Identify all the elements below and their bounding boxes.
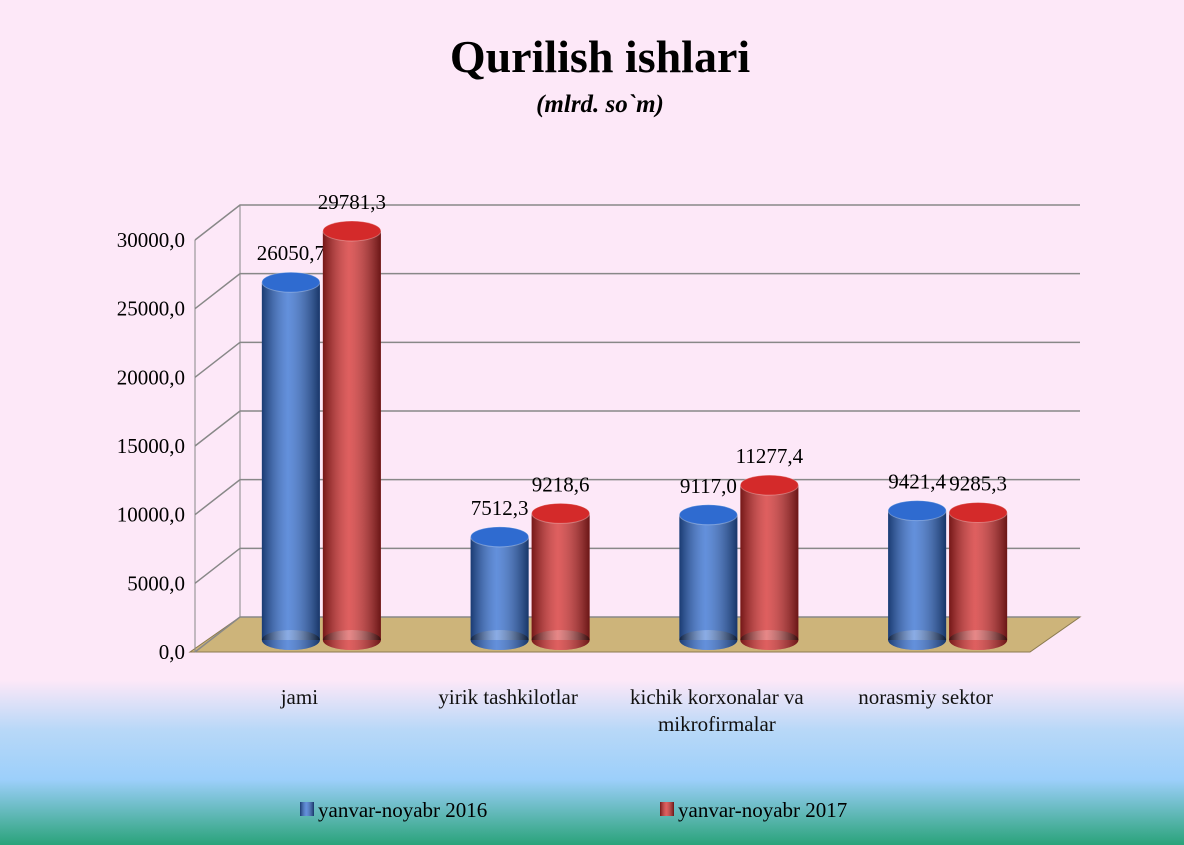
legend-label: yanvar-noyabr 2017 — [678, 798, 847, 822]
grid-line — [194, 272, 1080, 310]
grid-line — [194, 410, 1080, 447]
y-tick-label: 15000,0 — [117, 434, 185, 458]
bar-top — [531, 502, 591, 524]
bar-top — [887, 500, 947, 522]
bar-shade — [679, 514, 738, 640]
x-tick-label: kichik korxonalar va mikrofirmalar — [629, 685, 804, 736]
value-label: 7512,3 — [471, 496, 529, 520]
value-label: 9218,6 — [532, 472, 590, 496]
bar-shade — [740, 485, 799, 640]
bar-bottom-shade — [888, 630, 947, 650]
grid-line — [194, 204, 1080, 241]
bar-shade — [470, 536, 529, 640]
bar-shade — [531, 513, 590, 640]
bar-bottom-shade — [261, 630, 320, 650]
value-label: 26050,7 — [257, 241, 325, 265]
bar-shade — [322, 231, 381, 640]
x-tick-label: jami — [280, 685, 319, 709]
legend-label: yanvar-noyabr 2016 — [318, 798, 487, 822]
legend-swatch-shade — [660, 802, 674, 816]
bar-shade — [888, 510, 947, 640]
chart-title: Qurilish ishlari — [450, 31, 751, 82]
x-tick-label: yirik tashkilotlar — [438, 685, 578, 709]
value-label: 11277,4 — [736, 444, 804, 468]
y-tick-label: 20000,0 — [117, 365, 185, 389]
chart-subtitle: (mlrd. so`m) — [536, 91, 664, 118]
bar-bottom-shade — [740, 630, 799, 650]
y-tick-label: 5000,0 — [127, 571, 185, 595]
grid-line — [194, 616, 1080, 653]
value-label: 9117,0 — [680, 474, 737, 498]
bar-bottom-shade — [470, 630, 529, 650]
legend-swatch-shade — [300, 802, 314, 816]
y-tick-label: 30000,0 — [117, 228, 185, 252]
bar-shade — [949, 512, 1008, 640]
grid-line — [194, 547, 1080, 584]
bar-shade — [261, 282, 320, 640]
y-tick-label: 10000,0 — [117, 503, 185, 527]
y-tick-label: 25000,0 — [117, 297, 185, 321]
value-label: 9285,3 — [949, 471, 1007, 495]
grid-line — [194, 478, 1080, 516]
y-tick-label: 0,0 — [159, 640, 185, 664]
bar-top — [322, 220, 382, 242]
grid-line — [194, 341, 1080, 378]
value-label: 29781,3 — [318, 190, 386, 214]
bar-bottom-shade — [949, 630, 1008, 650]
bar-top — [948, 501, 1008, 523]
value-label: 9421,4 — [888, 470, 946, 494]
x-tick-label: norasmiy sektor — [858, 685, 993, 709]
bar-top — [470, 526, 530, 548]
bar-top — [678, 504, 738, 526]
bar-top — [739, 474, 799, 496]
bar-top — [261, 271, 321, 293]
bar-bottom-shade — [322, 630, 381, 650]
bar-bottom-shade — [679, 630, 738, 650]
bar-bottom-shade — [531, 630, 590, 650]
